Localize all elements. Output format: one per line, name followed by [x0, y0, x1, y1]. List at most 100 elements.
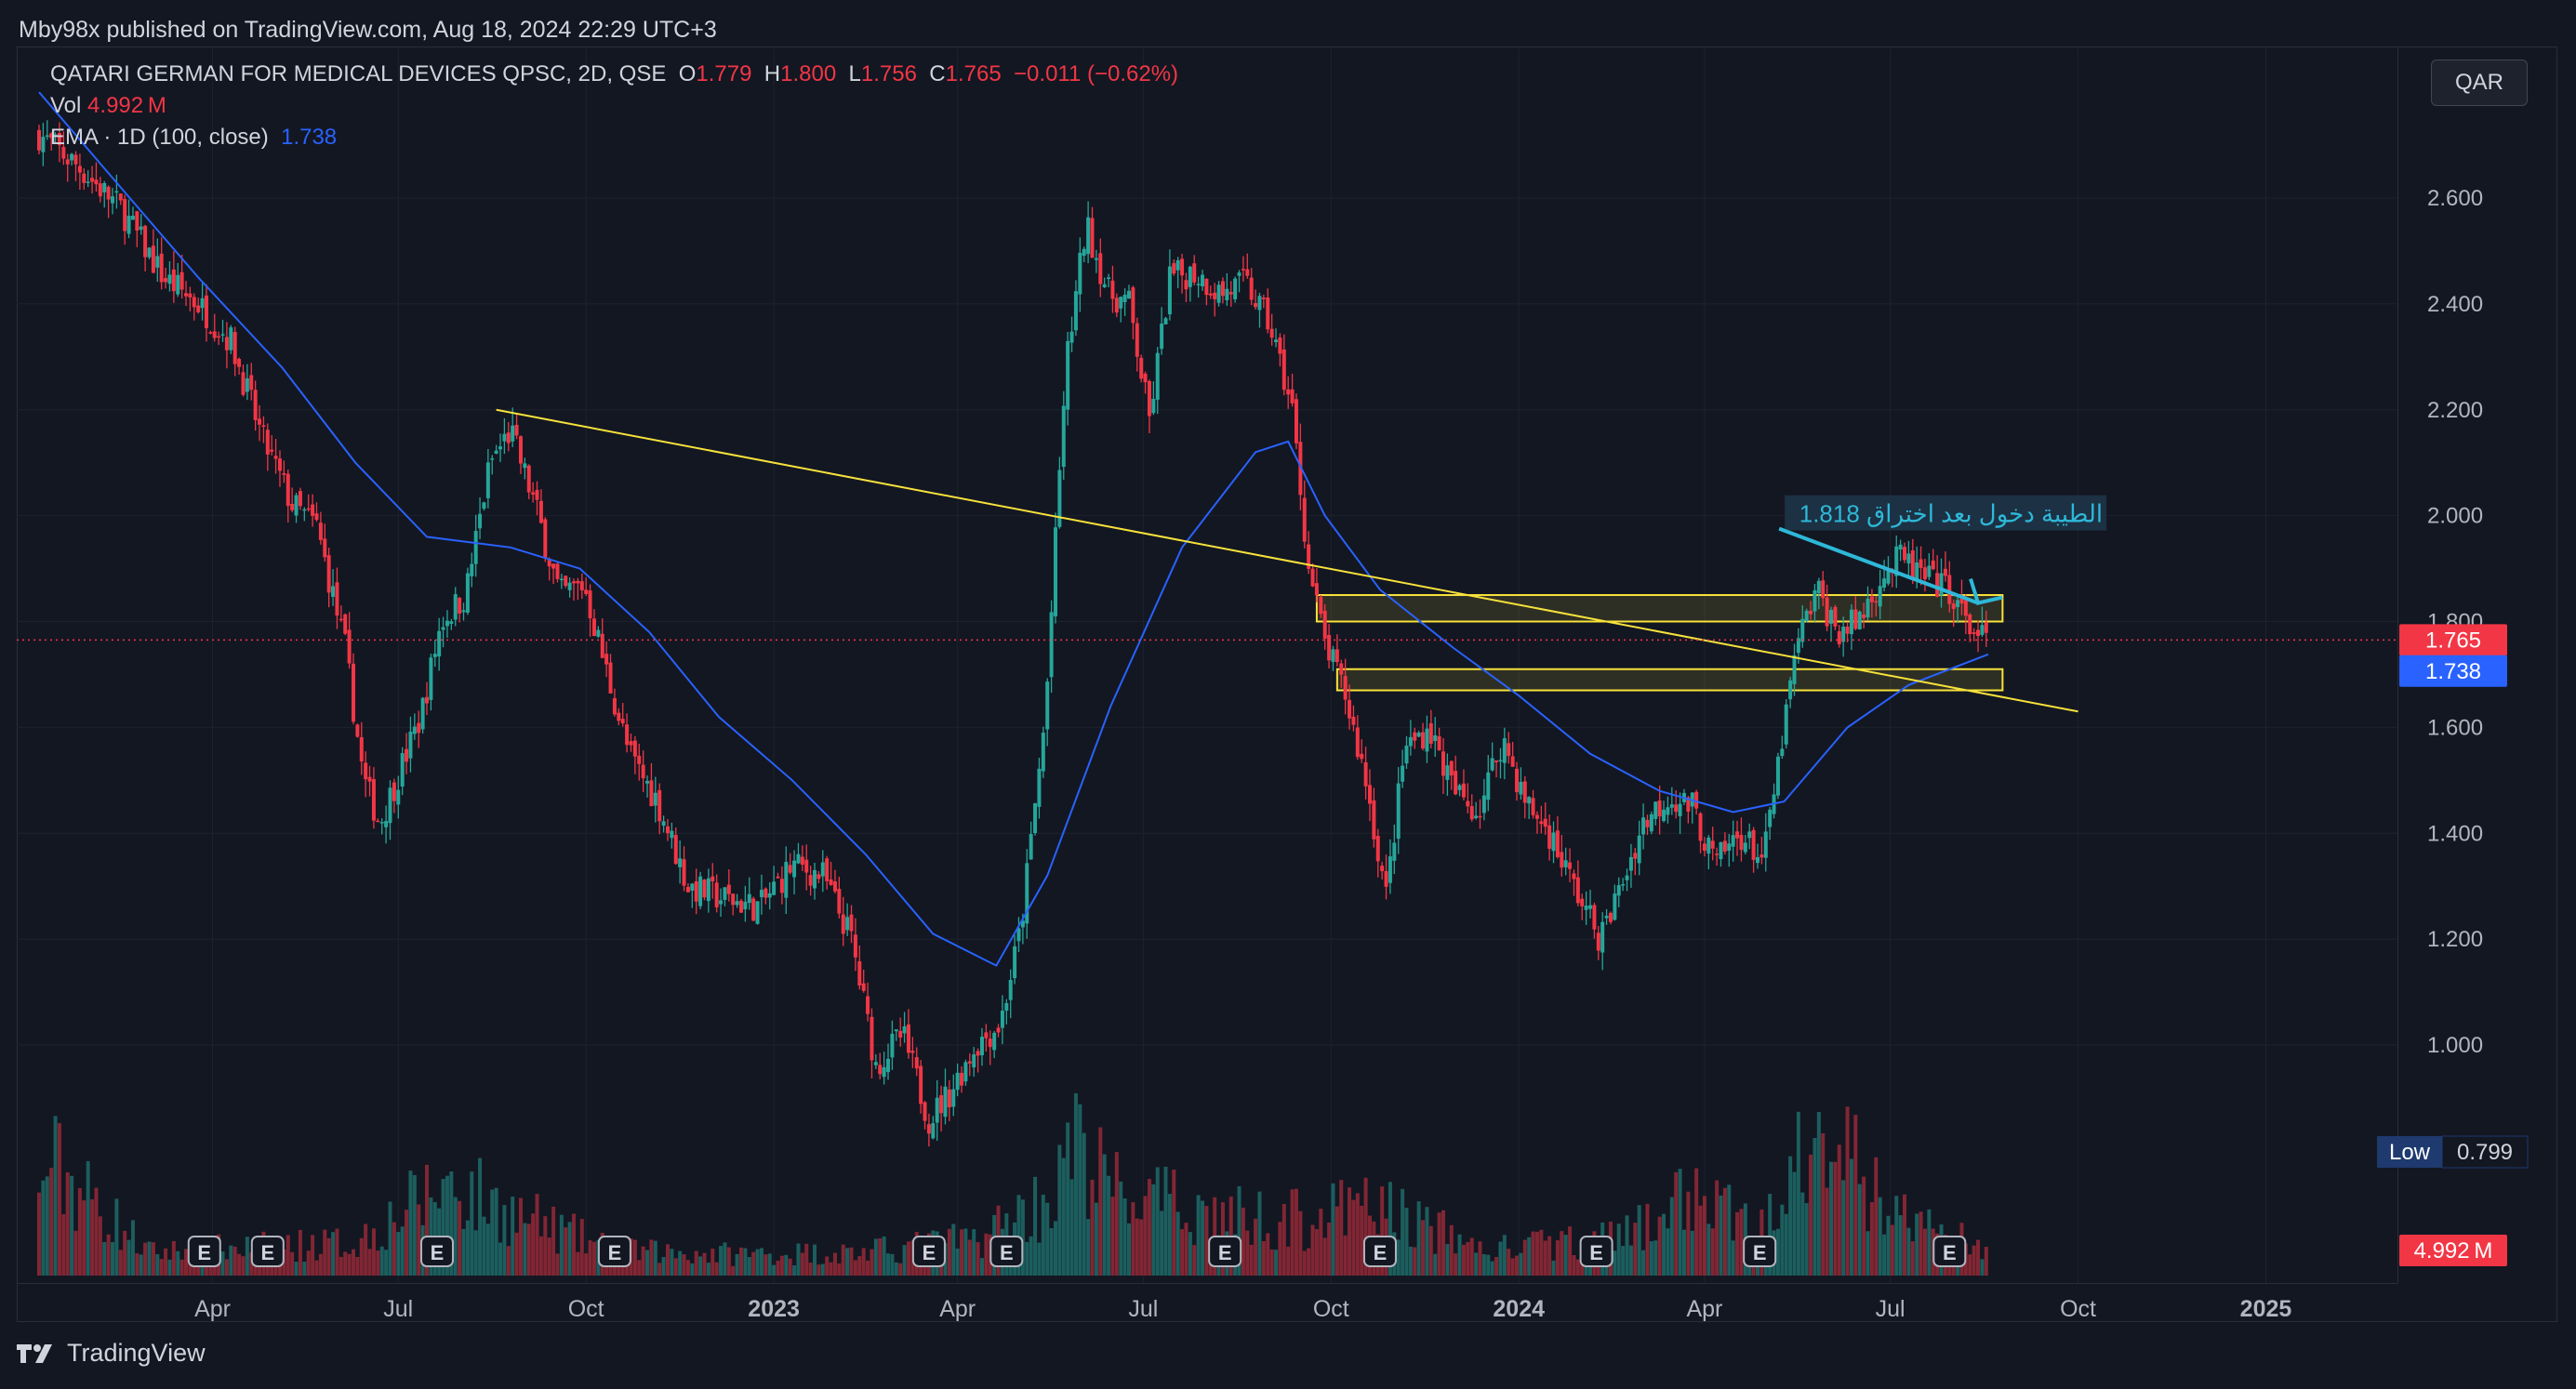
- candle-body: [678, 858, 683, 867]
- candle-body: [323, 538, 327, 558]
- earnings-marker: [187, 1236, 221, 1267]
- currency-button[interactable]: QAR: [2431, 60, 2528, 106]
- chart-frame[interactable]: E E E E E E E E E E E الطيبة دخول بعد اختراق 1.818…: [17, 46, 2557, 1322]
- legend-ema-row[interactable]: EMA · 1D (100, close) 1.738: [50, 125, 337, 151]
- volume-bar: [702, 1252, 707, 1276]
- candle-body: [1396, 783, 1401, 840]
- volume-bar: [379, 1246, 384, 1276]
- candle-body: [1637, 835, 1641, 864]
- volume-bar: [1690, 1230, 1694, 1276]
- volume-bar: [1502, 1235, 1507, 1276]
- candle-body: [294, 495, 299, 516]
- volume-bar: [388, 1201, 392, 1276]
- candle-body: [1025, 863, 1029, 924]
- chart-border: [17, 46, 2557, 1322]
- candle-body: [829, 879, 833, 885]
- volume-bar: [866, 1260, 870, 1276]
- candle-body: [1122, 294, 1127, 302]
- x-tick-label: Oct: [1313, 1296, 1349, 1322]
- candle-body: [1641, 817, 1646, 835]
- candle-body: [559, 578, 564, 581]
- candle-body: [1568, 862, 1573, 869]
- candle-body: [1584, 906, 1588, 910]
- volume-bar: [323, 1229, 327, 1276]
- candle-body: [906, 1024, 910, 1053]
- volume-bar: [1184, 1223, 1188, 1276]
- candle-body: [339, 618, 343, 621]
- candle-body: [1522, 781, 1527, 803]
- candle-body: [1563, 860, 1568, 867]
- time-scale[interactable]: Apr Jul Oct 2023 Apr Jul Oct 2024 Apr Jul Oct 2025: [194, 1296, 2291, 1322]
- candle-body: [306, 508, 311, 510]
- volume-bar: [976, 1242, 980, 1276]
- candle-body: [1560, 852, 1564, 868]
- volume-bar: [1551, 1260, 1556, 1276]
- change-value: −0.011 (−0.62%): [1014, 61, 1179, 86]
- candle-body: [726, 884, 731, 894]
- trend-line[interactable]: [496, 408, 2078, 713]
- candle-body: [1531, 798, 1535, 815]
- legend-volume-row[interactable]: Vol 4.992 M: [50, 93, 166, 119]
- candle-body: [1213, 292, 1217, 299]
- candle-body: [1980, 625, 1985, 635]
- candle-body: [600, 633, 604, 658]
- price-chart[interactable]: E E E E E E E E E E E الطيبة دخول بعد اختراق 1.818…: [17, 46, 2557, 1322]
- candle-body: [159, 253, 164, 283]
- candle-body: [1702, 843, 1706, 852]
- volume-bar: [139, 1254, 143, 1276]
- candle-body: [755, 901, 760, 924]
- volume-bar: [960, 1229, 964, 1276]
- volume-bar: [384, 1250, 389, 1276]
- candle-body: [608, 662, 613, 694]
- candle-body: [258, 418, 262, 425]
- candle-body: [1625, 875, 1629, 880]
- candle-body: [57, 132, 61, 146]
- candle-body: [331, 586, 336, 597]
- volume-bar: [1469, 1237, 1474, 1276]
- candle-body: [1086, 217, 1091, 255]
- volume-bar: [1033, 1176, 1038, 1276]
- volume-bar: [208, 1262, 213, 1276]
- last-price-badge: [2399, 624, 2507, 656]
- volume-bar: [1261, 1240, 1266, 1276]
- volume-bar: [1613, 1250, 1617, 1276]
- candle-body: [408, 731, 413, 759]
- annotation-box: [1785, 495, 2107, 531]
- candle-body: [1119, 297, 1123, 309]
- candle-body: [461, 610, 466, 613]
- volume-bar: [902, 1245, 907, 1276]
- volume-bar: [1498, 1241, 1503, 1276]
- candle-body: [1649, 814, 1653, 832]
- zones: [1315, 594, 2004, 692]
- candle-body: [547, 560, 551, 567]
- x-tick-label: 2024: [1493, 1296, 1545, 1322]
- candle-body: [1527, 797, 1532, 804]
- volume-bar: [502, 1205, 507, 1276]
- candle-body: [1294, 399, 1298, 443]
- candle-body: [1780, 748, 1785, 757]
- candle-body: [111, 196, 115, 204]
- footer-brand[interactable]: TradingView: [17, 1339, 206, 1368]
- volume-bar: [1127, 1223, 1132, 1276]
- volume-bar: [1147, 1179, 1151, 1276]
- candle-body: [1107, 277, 1111, 280]
- price-scale[interactable]: 2.6002.4002.2002.0001.8001.6001.4001.200…: [2427, 186, 2483, 1058]
- volume-bar: [41, 1180, 46, 1276]
- candle-body: [813, 869, 817, 889]
- volume-bar: [1290, 1189, 1295, 1276]
- candle-body: [1433, 734, 1438, 742]
- candle-body: [641, 764, 645, 779]
- volume-bar: [1119, 1181, 1123, 1276]
- candle-body: [890, 1033, 895, 1058]
- candle-body: [1155, 352, 1160, 400]
- candle-body: [1437, 736, 1441, 751]
- candle-body: [1906, 553, 1911, 563]
- candle-body: [572, 581, 577, 584]
- annotation[interactable]: الطيبة دخول بعد اختراق 1.818: [1778, 495, 2107, 605]
- candle-body: [171, 269, 176, 292]
- volume-bar: [155, 1254, 160, 1276]
- volume-bar: [1674, 1171, 1679, 1276]
- candle-body: [1302, 497, 1307, 542]
- candle-body: [1645, 819, 1650, 827]
